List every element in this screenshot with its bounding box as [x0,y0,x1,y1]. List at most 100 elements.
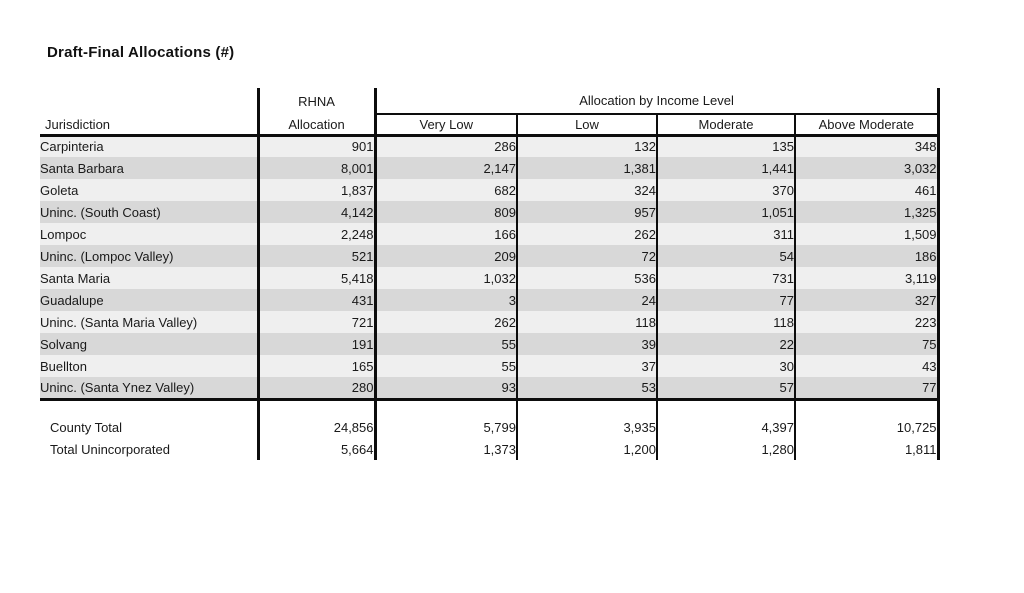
value-cell: 957 [516,201,657,223]
value-cell: 536 [516,267,657,289]
value-cell: 93 [373,377,517,401]
jurisdiction-header: Jurisdiction [40,114,258,137]
unincorporated-total-row: Total Unincorporated 5,664 1,373 1,200 1… [40,438,940,460]
table-row: Santa Barbara 8,001 2,147 1,381 1,441 3,… [40,157,940,179]
value-cell: 809 [373,201,517,223]
value-cell: 30 [656,355,795,377]
value-cell: 132 [516,135,657,157]
income-col-header-very-low: Very Low [373,114,517,137]
value-cell: 1,325 [793,201,940,223]
value-cell: 118 [516,311,657,333]
value-cell: 262 [373,311,517,333]
value-cell: 135 [656,135,795,157]
value-cell: 262 [516,223,657,245]
value-cell: 324 [516,179,657,201]
value-cell: 77 [656,289,795,311]
table-row: Uninc. (Santa Maria Valley) 721 262 118 … [40,311,940,333]
value-cell: 24 [516,289,657,311]
value-cell: 55 [373,333,517,355]
value-cell: 348 [793,135,940,157]
income-col-header-low: Low [516,114,657,137]
jurisdiction-cell: Uninc. (Santa Maria Valley) [40,311,258,333]
value-cell: 2,248 [256,223,375,245]
page-title: Draft-Final Allocations (#) [47,44,235,61]
jurisdiction-cell: Carpinteria [40,135,258,157]
income-group-header: Allocation by Income Level [373,88,940,115]
value-cell: 22 [656,333,795,355]
value-cell: 286 [373,135,517,157]
header-row-columns: Jurisdiction Allocation Very Low Low Mod… [40,114,940,137]
jurisdiction-cell: Santa Maria [40,267,258,289]
value-cell: 75 [793,333,940,355]
spacer-cell [516,399,657,416]
value-cell: 521 [256,245,375,267]
total-label-cell: County Total [40,416,258,438]
jurisdiction-cell: Guadalupe [40,289,258,311]
table-row: Guadalupe 431 3 24 77 327 [40,289,940,311]
value-cell: 53 [516,377,657,401]
value-cell: 57 [656,377,795,401]
value-cell: 682 [373,179,517,201]
value-cell: 1,280 [656,438,795,460]
value-cell: 4,142 [256,201,375,223]
total-label-cell: Total Unincorporated [40,438,258,460]
value-cell: 186 [793,245,940,267]
value-cell: 370 [656,179,795,201]
rhna-header-line2: Allocation [256,114,375,137]
value-cell: 39 [516,333,657,355]
table-row: Buellton 165 55 37 30 43 [40,355,940,377]
spacer-cell [256,399,375,416]
value-cell: 5,664 [256,438,375,460]
value-cell: 43 [793,355,940,377]
table-row: Uninc. (Lompoc Valley) 521 209 72 54 186 [40,245,940,267]
value-cell: 1,051 [656,201,795,223]
jurisdiction-cell: Lompoc [40,223,258,245]
jurisdiction-cell: Uninc. (Santa Ynez Valley) [40,377,258,401]
value-cell: 191 [256,333,375,355]
value-cell: 721 [256,311,375,333]
table-row: Solvang 191 55 39 22 75 [40,333,940,355]
value-cell: 223 [793,311,940,333]
value-cell: 2,147 [373,157,517,179]
value-cell: 8,001 [256,157,375,179]
spacer-cell [40,399,258,416]
value-cell: 311 [656,223,795,245]
income-col-header-above-moderate: Above Moderate [793,114,940,137]
value-cell: 1,441 [656,157,795,179]
table-row: Carpinteria 901 286 132 135 348 [40,135,940,157]
value-cell: 1,837 [256,179,375,201]
value-cell: 5,418 [256,267,375,289]
value-cell: 327 [793,289,940,311]
value-cell: 24,856 [256,416,375,438]
value-cell: 4,397 [656,416,795,438]
table-row: Uninc. (South Coast) 4,142 809 957 1,051… [40,201,940,223]
header-spacer-cell [40,88,258,114]
spacer-cell [656,399,795,416]
jurisdiction-cell: Goleta [40,179,258,201]
value-cell: 3,032 [793,157,940,179]
jurisdiction-cell: Santa Barbara [40,157,258,179]
allocations-table: RHNA Allocation by Income Level Jurisdic… [40,88,940,460]
header-row-group: RHNA Allocation by Income Level [40,88,940,115]
value-cell: 280 [256,377,375,401]
table-row: Uninc. (Santa Ynez Valley) 280 93 53 57 … [40,377,940,401]
value-cell: 37 [516,355,657,377]
value-cell: 54 [656,245,795,267]
value-cell: 166 [373,223,517,245]
value-cell: 3,119 [793,267,940,289]
value-cell: 77 [793,377,940,401]
rhna-header-line1: RHNA [256,88,375,114]
value-cell: 165 [256,355,375,377]
value-cell: 461 [793,179,940,201]
value-cell: 10,725 [793,416,940,438]
value-cell: 431 [256,289,375,311]
value-cell: 1,811 [793,438,940,460]
value-cell: 3,935 [516,416,657,438]
value-cell: 209 [373,245,517,267]
value-cell: 731 [656,267,795,289]
jurisdiction-cell: Solvang [40,333,258,355]
jurisdiction-cell: Uninc. (Lompoc Valley) [40,245,258,267]
value-cell: 1,381 [516,157,657,179]
spacer-cell [793,399,940,416]
